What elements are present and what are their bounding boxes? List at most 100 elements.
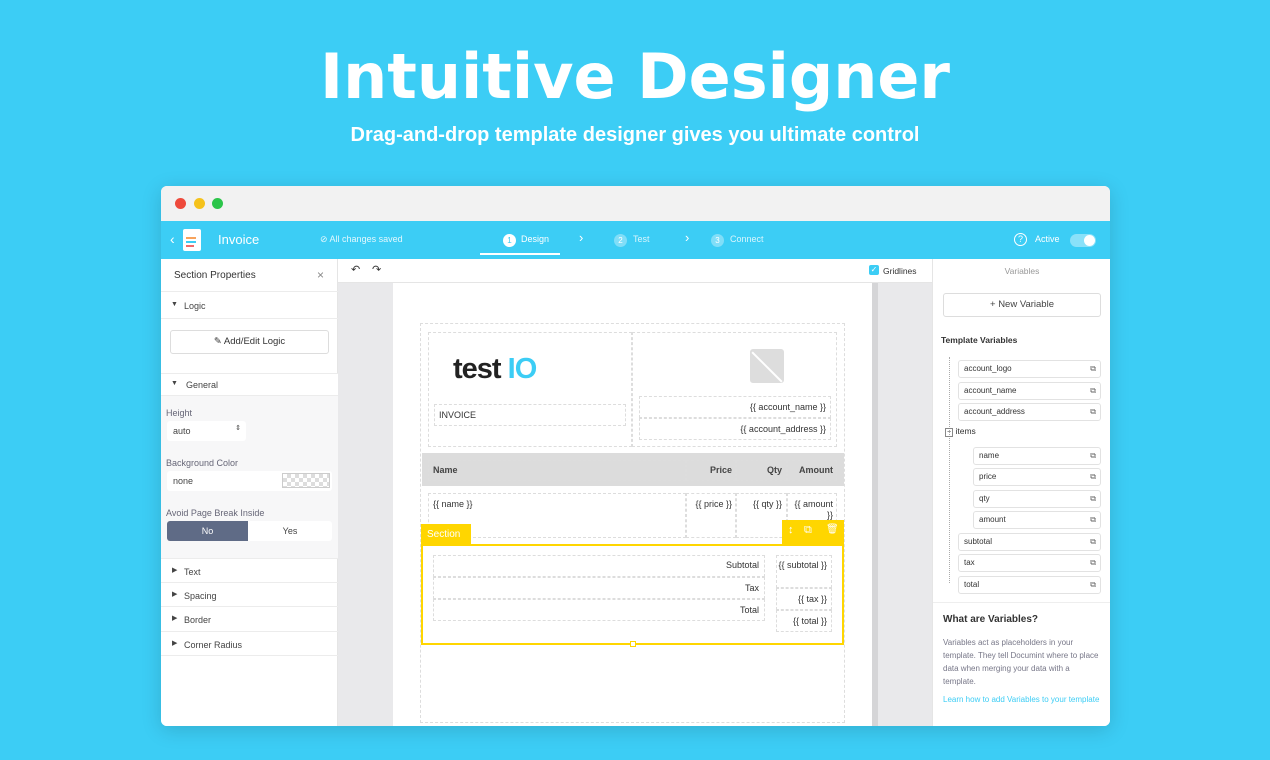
variable-item[interactable]: account_logo ⧉ bbox=[958, 360, 1101, 378]
copy-icon[interactable]: ⧉ bbox=[1090, 558, 1096, 567]
help-icon[interactable]: ? bbox=[1014, 233, 1027, 246]
maximize-window-button[interactable] bbox=[212, 198, 223, 209]
variable-name: account_logo bbox=[964, 364, 1012, 373]
duplicate-icon[interactable]: ⧉ bbox=[804, 524, 812, 536]
stepper-icon: ⇕ bbox=[235, 425, 241, 432]
color-swatch[interactable] bbox=[282, 473, 330, 488]
variables-tab[interactable]: Variables bbox=[1004, 266, 1040, 276]
app-window: ‹ Invoice ⊘ All changes saved 1 Design ›… bbox=[161, 186, 1110, 726]
close-icon[interactable]: × bbox=[317, 268, 325, 282]
copy-icon[interactable]: ⧉ bbox=[1090, 385, 1096, 395]
tax-field[interactable]: {{ tax }} bbox=[797, 594, 827, 604]
variable-item[interactable]: subtotal ⧉ bbox=[958, 532, 1101, 551]
page-break-yes-button[interactable]: Yes bbox=[248, 521, 332, 541]
resize-icon[interactable]: ↕ bbox=[788, 524, 794, 536]
copy-icon[interactable]: ⧉ bbox=[1090, 364, 1096, 373]
active-label: Active bbox=[1035, 234, 1060, 244]
variable-item[interactable]: qty ⧉ bbox=[973, 489, 1101, 508]
back-icon[interactable]: ‹ bbox=[170, 231, 175, 247]
gridlines-checkbox[interactable]: ✓ bbox=[869, 265, 879, 275]
title-bar bbox=[161, 186, 1110, 221]
copy-icon[interactable]: ⧉ bbox=[1090, 450, 1096, 460]
close-window-button[interactable] bbox=[175, 198, 186, 209]
row-qty[interactable]: {{ qty }} bbox=[752, 499, 782, 509]
minimize-window-button[interactable] bbox=[194, 198, 205, 209]
header-price: Price bbox=[709, 465, 732, 475]
help-link[interactable]: Learn how to add Variables to your templ… bbox=[943, 695, 1100, 704]
page-break-label: Avoid Page Break Inside bbox=[166, 508, 265, 518]
variable-name: account_name bbox=[964, 385, 1017, 395]
account-address-field[interactable]: {{ account_address }} bbox=[740, 424, 826, 434]
general-label: General bbox=[186, 380, 219, 390]
variable-group-items[interactable]: − items bbox=[945, 425, 976, 437]
invoice-label: INVOICE bbox=[439, 410, 477, 420]
add-edit-logic-button[interactable]: ✎ Add/Edit Logic bbox=[170, 330, 329, 354]
delete-icon[interactable]: 🗑 bbox=[826, 524, 839, 535]
variable-item[interactable]: account_address ⧉ bbox=[958, 403, 1101, 421]
account-name-field[interactable]: {{ account_name }} bbox=[749, 402, 826, 412]
variables-panel: Variables + New Variable Template Variab… bbox=[932, 259, 1110, 726]
border-accordion[interactable]: ▶ Border bbox=[161, 607, 338, 632]
variable-item[interactable]: name ⧉ bbox=[973, 446, 1101, 465]
hero-title: Intuitive Designer bbox=[320, 40, 950, 113]
subtotal-field[interactable]: {{ subtotal }} bbox=[778, 560, 827, 570]
selected-section[interactable] bbox=[421, 544, 844, 645]
background-color-input[interactable]: none bbox=[167, 471, 332, 491]
image-placeholder-icon[interactable] bbox=[750, 349, 784, 383]
document-title: Invoice bbox=[218, 232, 260, 247]
variable-name: amount bbox=[979, 515, 1006, 524]
document-icon bbox=[183, 229, 201, 251]
total-label: Total bbox=[739, 605, 759, 615]
variable-item[interactable]: tax ⧉ bbox=[958, 554, 1101, 572]
help-title: What are Variables? bbox=[943, 614, 1039, 625]
total-field[interactable]: {{ total }} bbox=[792, 616, 827, 626]
corner-radius-accordion[interactable]: ▶ Corner Radius bbox=[161, 632, 338, 656]
header-qty: Qty bbox=[766, 465, 782, 475]
chevron-right-icon: › bbox=[685, 230, 690, 245]
copy-icon[interactable]: ⧉ bbox=[1090, 493, 1096, 503]
app-header: ‹ Invoice ⊘ All changes saved 1 Design ›… bbox=[161, 221, 1110, 259]
copy-icon[interactable]: ⧉ bbox=[1090, 579, 1096, 589]
step-number: 3 bbox=[711, 234, 724, 247]
header-amount: Amount bbox=[799, 465, 833, 475]
subtotal-label: Subtotal bbox=[725, 560, 759, 570]
step-number: 1 bbox=[503, 234, 516, 247]
background-color-label: Background Color bbox=[166, 458, 239, 468]
save-status: ⊘ All changes saved bbox=[320, 234, 403, 244]
step-test[interactable]: Test bbox=[633, 234, 650, 244]
text-accordion[interactable]: ▶ Text bbox=[161, 559, 338, 583]
variable-name: account_address bbox=[964, 407, 1025, 416]
variable-item[interactable]: total ⧉ bbox=[958, 575, 1101, 594]
row-amount[interactable]: {{ amount }} bbox=[794, 499, 833, 520]
row-price[interactable]: {{ price }} bbox=[695, 499, 732, 509]
height-input[interactable]: auto ⇕ bbox=[167, 421, 246, 441]
copy-icon[interactable]: ⧉ bbox=[1090, 515, 1096, 524]
undo-icon[interactable]: ↶ bbox=[351, 264, 361, 276]
copy-icon[interactable]: ⧉ bbox=[1090, 536, 1096, 546]
canvas-scrollbar[interactable] bbox=[872, 283, 878, 726]
variable-name: total bbox=[964, 579, 980, 589]
variable-name: price bbox=[979, 472, 997, 481]
page-break-no-button[interactable]: No bbox=[167, 521, 248, 541]
copy-icon[interactable]: ⧉ bbox=[1090, 472, 1096, 481]
copy-icon[interactable]: ⧉ bbox=[1090, 407, 1096, 416]
collapse-icon[interactable]: − bbox=[945, 427, 954, 437]
template-variables-heading: Template Variables bbox=[941, 335, 1018, 345]
variable-name: tax bbox=[964, 558, 975, 567]
redo-icon[interactable]: ↷ bbox=[372, 264, 382, 276]
new-variable-button[interactable]: + New Variable bbox=[943, 293, 1101, 317]
step-design[interactable]: Design bbox=[521, 234, 550, 244]
logic-label: Logic bbox=[184, 301, 206, 311]
general-accordion[interactable]: ▼ General bbox=[161, 374, 338, 396]
step-connect[interactable]: Connect bbox=[730, 234, 764, 244]
variable-name: qty bbox=[979, 493, 990, 503]
resize-handle[interactable] bbox=[630, 641, 636, 647]
variable-item[interactable]: account_name ⧉ bbox=[958, 381, 1101, 400]
variable-item[interactable]: amount ⧉ bbox=[973, 511, 1101, 529]
active-toggle[interactable] bbox=[1070, 234, 1096, 247]
spacing-accordion[interactable]: ▶ Spacing bbox=[161, 583, 338, 607]
variable-item[interactable]: price ⧉ bbox=[973, 468, 1101, 486]
logic-accordion[interactable]: ▼ Logic bbox=[161, 292, 338, 319]
row-name[interactable]: {{ name }} bbox=[433, 499, 473, 509]
section-actions: ↕ ⧉ 🗑 bbox=[782, 520, 844, 545]
